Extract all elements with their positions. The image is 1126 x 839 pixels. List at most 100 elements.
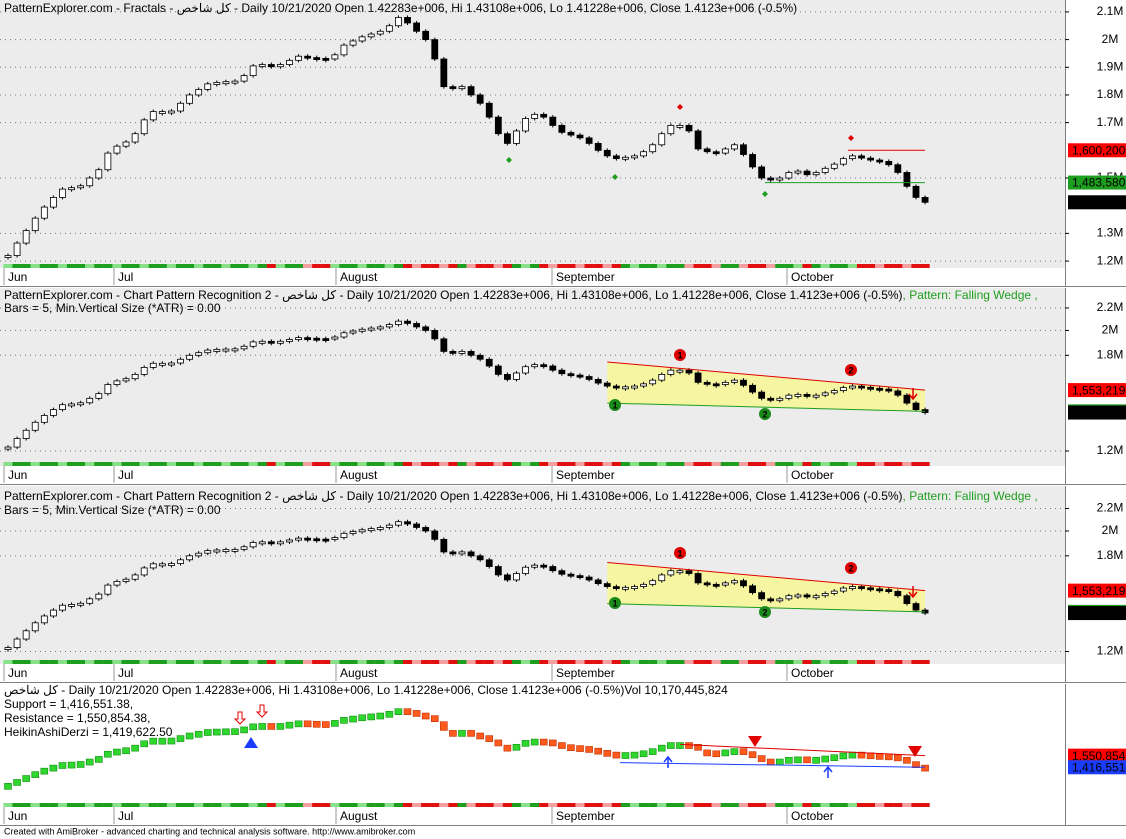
candle-body bbox=[767, 598, 775, 602]
trend-ribbon bbox=[775, 660, 785, 664]
trend-ribbon bbox=[920, 803, 930, 807]
wedge-upper bbox=[607, 361, 926, 391]
trend-ribbon bbox=[284, 803, 295, 807]
candle-body bbox=[204, 83, 212, 90]
trend-ribbon bbox=[230, 660, 240, 664]
candle-body bbox=[549, 566, 557, 572]
heikin-ashi-bar bbox=[612, 751, 621, 759]
trend-ribbon bbox=[130, 264, 140, 268]
heikin-ashi-bar bbox=[494, 739, 503, 747]
wedge-area bbox=[607, 562, 926, 612]
trend-ribbon bbox=[175, 803, 186, 807]
trend-ribbon bbox=[348, 264, 358, 268]
trend-ribbon bbox=[893, 803, 903, 807]
trend-ribbon bbox=[139, 803, 149, 807]
heikin-ashi-bar bbox=[857, 751, 866, 759]
pattern-text: , Pattern: Falling Wedge , bbox=[903, 288, 1038, 302]
candle-body bbox=[59, 604, 66, 611]
pivot-marker bbox=[609, 399, 621, 411]
candle-body bbox=[222, 81, 230, 85]
candle-body bbox=[276, 64, 284, 68]
pane-subtitle: Bars = 5, Min.Vertical Size (*ATR) = 0.0… bbox=[4, 301, 221, 315]
pivot-marker bbox=[674, 547, 686, 559]
candle-body bbox=[821, 592, 829, 597]
heikin-ashi-bar bbox=[603, 750, 612, 757]
trend-ribbon bbox=[502, 660, 512, 664]
trend-ribbon bbox=[348, 660, 358, 664]
candle-body bbox=[749, 154, 756, 168]
price-box bbox=[1068, 405, 1126, 420]
candle-body bbox=[113, 145, 121, 154]
pane-background bbox=[0, 486, 1065, 664]
heikin-ashi-bar bbox=[712, 750, 721, 758]
trend-ribbon bbox=[829, 803, 839, 807]
candle-body bbox=[358, 328, 366, 332]
month-label: Jun bbox=[8, 809, 27, 823]
trend-ribbon bbox=[321, 803, 331, 807]
candle-body bbox=[231, 80, 239, 84]
trend-ribbon bbox=[230, 462, 240, 466]
heikin-ashi-bar bbox=[76, 761, 85, 768]
trend-ribbon bbox=[575, 660, 585, 664]
trend-ribbon bbox=[920, 660, 930, 664]
heikin-ashi-bar bbox=[267, 723, 276, 730]
trend-ribbon bbox=[185, 264, 195, 268]
trend-ribbon bbox=[875, 264, 885, 268]
trend-ribbon bbox=[366, 264, 376, 268]
candle-body bbox=[513, 573, 520, 581]
trend-ribbon bbox=[266, 660, 276, 664]
trend-ribbon bbox=[402, 264, 413, 268]
candle-body bbox=[622, 386, 629, 390]
trend-ribbon bbox=[520, 660, 531, 664]
trend-ribbon bbox=[475, 803, 485, 807]
candle-body bbox=[912, 402, 920, 410]
month-label: October bbox=[791, 666, 834, 680]
candle-body bbox=[858, 586, 865, 589]
candle-body bbox=[204, 349, 212, 354]
trend-ribbon bbox=[239, 264, 249, 268]
candle-body bbox=[703, 148, 711, 153]
candle-body bbox=[640, 583, 647, 587]
trend-ribbon bbox=[57, 803, 68, 807]
trend-ribbon bbox=[838, 660, 848, 664]
trend-ribbon bbox=[684, 462, 694, 466]
trend-ribbon bbox=[784, 660, 794, 664]
trend-ribbon bbox=[775, 462, 785, 466]
trend-ribbon bbox=[575, 462, 585, 466]
trend-ribbon bbox=[856, 803, 867, 807]
candle-body bbox=[331, 336, 339, 340]
trend-ribbon bbox=[312, 264, 322, 268]
heikin-ashi-bar bbox=[249, 723, 257, 731]
candle-body bbox=[50, 197, 57, 208]
title-text: PatternExplorer.com - Chart Pattern Reco… bbox=[4, 288, 903, 302]
trend-ribbon bbox=[448, 660, 458, 664]
heikin-ashi-bar bbox=[358, 714, 366, 722]
trend-ribbon bbox=[402, 462, 413, 466]
trend-ribbon bbox=[611, 462, 621, 466]
candle-body bbox=[258, 541, 266, 545]
trend-ribbon bbox=[747, 803, 758, 807]
trend-ribbon bbox=[847, 803, 858, 807]
month-label: October bbox=[791, 809, 834, 823]
candle-body bbox=[276, 541, 284, 545]
candle-body bbox=[522, 366, 529, 374]
candle-body bbox=[749, 384, 756, 393]
heikin-ashi-bar bbox=[894, 754, 902, 762]
candle-body bbox=[340, 44, 348, 56]
heikin-ashi-bar bbox=[13, 779, 21, 786]
candle-body bbox=[413, 523, 421, 528]
trend-ribbon bbox=[203, 660, 213, 664]
trend-ribbon bbox=[393, 660, 404, 664]
trend-ribbon bbox=[393, 264, 404, 268]
candle-body bbox=[503, 133, 511, 144]
fractal-marker bbox=[677, 104, 683, 110]
trend-ribbon bbox=[330, 462, 340, 466]
trend-ribbon bbox=[766, 462, 776, 466]
support-line bbox=[619, 762, 926, 768]
candle-body bbox=[622, 156, 629, 160]
candle-body bbox=[22, 230, 30, 244]
heikin-ashi-bar bbox=[567, 744, 575, 752]
trend-ribbon bbox=[293, 264, 304, 268]
trend-ribbon bbox=[611, 803, 621, 807]
